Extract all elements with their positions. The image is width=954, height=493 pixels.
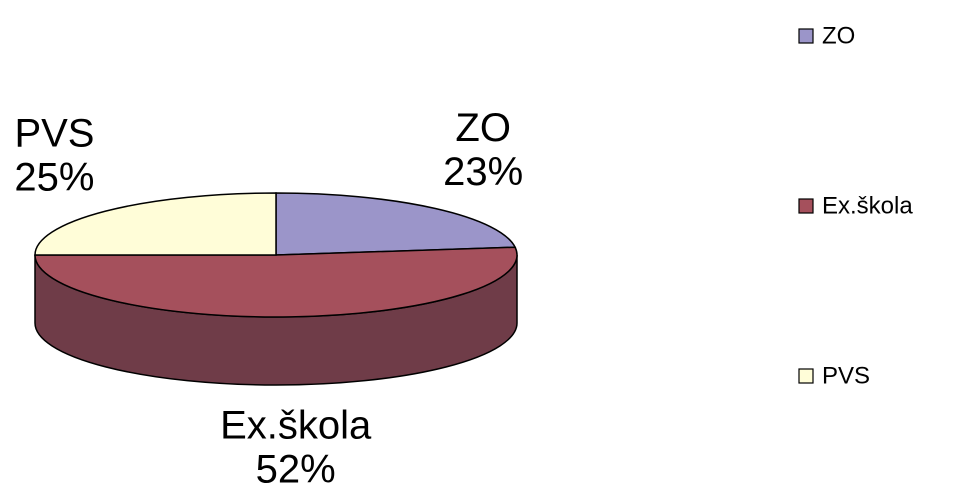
- slice: [34, 246, 518, 318]
- slice: [34, 192, 277, 256]
- legend-label: Ex.škola: [822, 192, 913, 219]
- legend-swatch: [798, 28, 814, 44]
- legend-label: PVS: [822, 362, 870, 389]
- legend-swatch: [798, 198, 814, 214]
- slice-label: PVS: [14, 112, 94, 156]
- slice-value: 23%: [443, 150, 523, 194]
- slice-value: 25%: [14, 156, 94, 200]
- slice-value: 52%: [256, 447, 336, 491]
- slice: [275, 192, 517, 256]
- legend-label: ZO: [822, 22, 855, 49]
- slice-label: ZO: [455, 106, 511, 150]
- slice-label: Ex.škola: [220, 403, 372, 447]
- legend-swatch: [798, 368, 814, 384]
